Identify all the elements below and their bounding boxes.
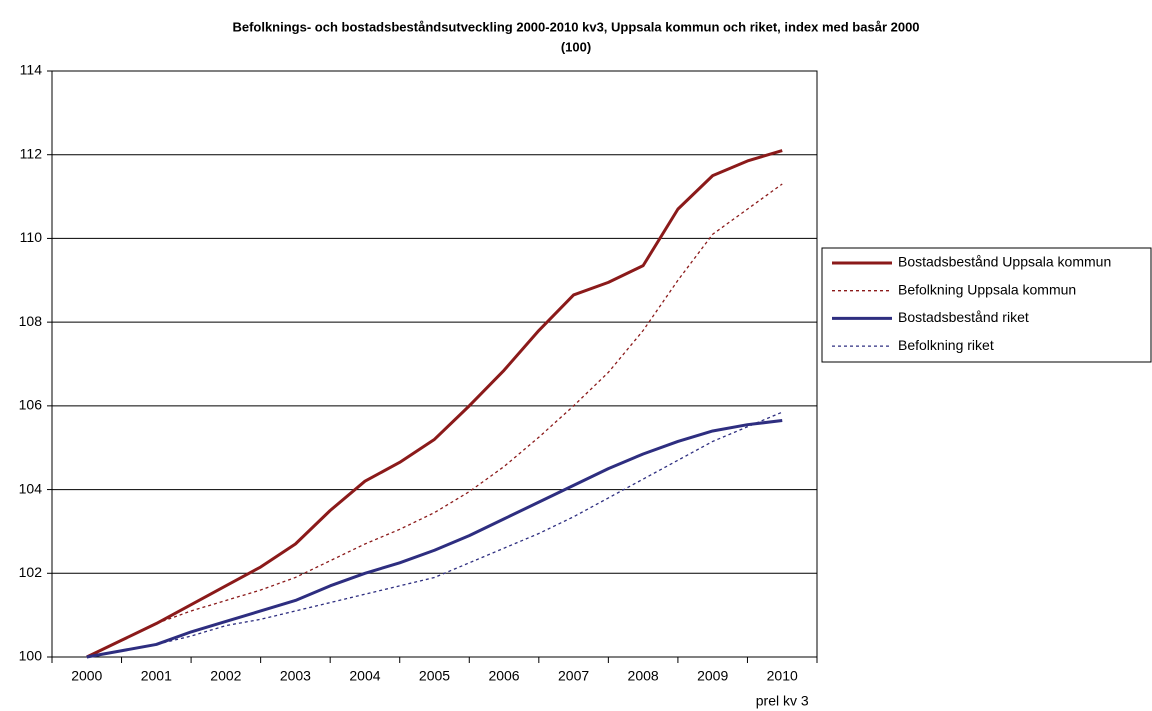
series-line xyxy=(86,419,783,659)
x-tick-label: 2008 xyxy=(628,668,659,684)
legend-box xyxy=(821,247,1152,363)
x-tick-label: 2007 xyxy=(558,668,589,684)
x-tick-label: 2001 xyxy=(141,668,172,684)
chart-title: Befolknings- och bostadsbeståndsutveckli… xyxy=(232,19,919,34)
legend-label: Bostadsbestånd Uppsala kommun xyxy=(898,254,1111,270)
y-tick-label: 106 xyxy=(19,397,43,413)
y-tick-label: 114 xyxy=(20,62,43,78)
y-tick-label: 102 xyxy=(19,564,43,580)
x-tick-label: 2003 xyxy=(280,668,311,684)
series-line xyxy=(86,411,783,658)
y-tick-label: 108 xyxy=(19,313,43,329)
x-tick-label: 2002 xyxy=(210,668,241,684)
x-note: prel kv 3 xyxy=(756,693,809,709)
y-tick-label: 112 xyxy=(20,145,43,161)
y-tick-label: 110 xyxy=(20,229,43,245)
legend-label: Bostadsbestånd riket xyxy=(898,309,1029,325)
series-line xyxy=(86,183,783,658)
y-tick-label: 104 xyxy=(19,480,43,496)
legend-label: Befolkning riket xyxy=(898,337,994,353)
series-line xyxy=(86,149,783,659)
legend-label: Befolkning Uppsala kommun xyxy=(898,281,1076,297)
plot-area xyxy=(51,70,818,658)
y-tick-label: 100 xyxy=(19,648,43,664)
x-tick-label: 2010 xyxy=(767,668,798,684)
x-tick-label: 2000 xyxy=(71,668,102,684)
x-tick-label: 2004 xyxy=(349,668,380,684)
x-tick-label: 2009 xyxy=(697,668,728,684)
x-tick-label: 2005 xyxy=(419,668,450,684)
x-tick-label: 2006 xyxy=(488,668,519,684)
chart-title: (100) xyxy=(561,39,591,54)
